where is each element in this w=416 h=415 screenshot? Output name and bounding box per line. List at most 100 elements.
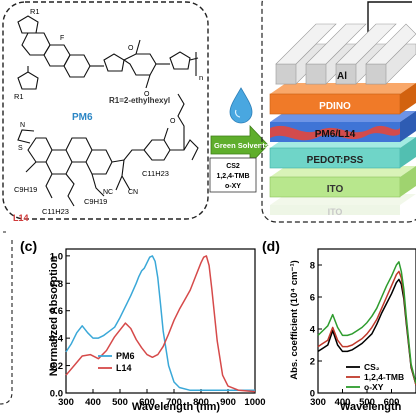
pedot-side — [400, 137, 416, 168]
droplet-icon — [229, 87, 253, 124]
chart-c-axes: 300 400 500 600 700 800 900 1000 0.0 0.2 0.4 0.6 0.8… — [50, 248, 266, 408]
chart-d-xlabel: Wavelength — [340, 401, 402, 413]
c9h19-a: C9H19 — [14, 185, 37, 194]
c11h23-b: C11H23 — [42, 207, 69, 216]
structures-dashed-border — [2, 1, 209, 220]
l14-end-group-b — [170, 139, 199, 161]
chart-c-ytick-label: 0.8 — [50, 279, 63, 290]
repeat-n: n — [199, 73, 203, 82]
chart-d-axes: 300 400 500 600 0 2 4 6 8 — [310, 248, 416, 408]
layer-ito-lower: ITO — [270, 194, 416, 217]
l14-fused-c — [85, 149, 113, 175]
chart-d-ytick-label: 8 — [310, 261, 315, 272]
ito-top — [270, 166, 416, 177]
chart-c-xtick-label: 400 — [85, 397, 101, 408]
chart-d-series — [317, 261, 416, 386]
chart-c-frame — [65, 248, 256, 394]
chart-d-ytick-label: 2 — [310, 357, 315, 368]
al-bar-3-top — [335, 23, 397, 65]
l14-structure — [17, 93, 199, 207]
chart-d-ytick-label: 6 — [310, 293, 315, 304]
pm6-name: PM6 — [72, 112, 93, 123]
chart-c-xlabel: Wavelength (nm) — [132, 401, 221, 413]
pdino-side — [400, 83, 416, 114]
atom-o-1: O — [128, 45, 134, 52]
l14-side-chain-a — [163, 93, 185, 150]
droplet-highlight — [234, 109, 241, 118]
pm6-benzodithiophene-c — [63, 54, 91, 78]
solvent-list-box — [209, 157, 257, 193]
chart-c-ytick-label: 0.4 — [50, 334, 64, 345]
chart-c-ytick-label: 0.2 — [50, 361, 63, 372]
solvent-1: CS2 — [226, 163, 240, 170]
chart-d-series-o-xy — [317, 261, 416, 384]
pm6-structure — [17, 15, 199, 90]
chart-c-xtick-label: 900 — [220, 397, 236, 408]
layer-al: Al — [275, 23, 416, 85]
chart-d-xtick-label: 500 — [359, 397, 375, 408]
atom-nc: NC — [103, 189, 113, 196]
panel-c-label: (c) — [20, 238, 37, 254]
layer-ito: ITO — [269, 166, 416, 198]
active-blend-pattern — [270, 125, 400, 141]
pedot-label: PEDOT:PSS — [307, 155, 364, 166]
chart-d-series-cs- — [317, 278, 416, 386]
pm6-repeat-bracket — [189, 52, 199, 76]
l14-side-chain-b — [45, 173, 75, 207]
solvent-2: 1,2,4-TMB — [216, 173, 249, 180]
chart-d-xtick-label: 600 — [384, 397, 400, 408]
l14-side-chain-c — [25, 161, 105, 197]
l14-dicyano — [115, 159, 131, 191]
atom-f: F — [60, 35, 64, 42]
c11h23-a: C11H23 — [142, 169, 169, 178]
pm6-bdd-core-a — [122, 53, 157, 76]
chart-c-legend-label: PM6 — [116, 351, 135, 361]
chart-d-series-1-2-4-tmb — [317, 270, 416, 386]
device-panel: ITO ITO PEDOT:PSS PM6/L14 — [261, 0, 416, 223]
chart-d-xtick-label: 300 — [310, 397, 326, 408]
chart-c-xtick-label: 1000 — [244, 397, 265, 408]
chart-d-xtick-label: 400 — [335, 397, 351, 408]
chart-c-xtick-label: 800 — [193, 397, 209, 408]
chart-d-legend-label: 1,2,4-TMB — [364, 372, 404, 382]
chart-c-xtick-label: 300 — [58, 397, 74, 408]
l14-name: L14 — [13, 213, 29, 223]
pm6-thiophene-link — [103, 53, 125, 72]
atom-o-2: O — [144, 91, 150, 98]
chart-d-legend-label: CS₂ — [364, 362, 380, 372]
al-bar-2-top — [305, 23, 367, 65]
chart-c: 300 400 500 600 700 800 900 1000 0.0 0.2 0.4 0.6 0.8… — [48, 248, 266, 413]
chart-d-ylabel: Abs. coefficient (10⁴ cm⁻¹) — [289, 260, 300, 380]
pm6-thiophene-end — [169, 51, 191, 70]
chart-c-ylabel: Normalized Absorption — [48, 255, 60, 376]
atom-s-1: S — [18, 145, 23, 152]
ito-lower-label: ITO — [328, 207, 343, 217]
chart-d-ytick-label: 4 — [310, 325, 316, 336]
layer-active: PM6/L14 — [270, 111, 416, 142]
panel-b-remnant — [0, 231, 13, 405]
c9h19-b: C9H19 — [84, 197, 107, 206]
pdino-label: PDINO — [319, 101, 351, 112]
r1-sub-a: R1 — [14, 92, 24, 101]
ito-side — [400, 166, 416, 197]
l14-fused-a — [45, 149, 73, 175]
solvent-arrow-shape — [210, 124, 269, 166]
pdino-top — [270, 83, 416, 94]
l14-vinyl — [111, 149, 144, 163]
structures-panel: R1 R1 n O O F R1=2-ethylhexyl PM6 C11H23… — [2, 1, 209, 223]
active-side — [400, 111, 416, 142]
l14-thiadiazole — [17, 129, 35, 144]
l14-fused-b — [65, 137, 93, 163]
device-dashed-border — [261, 0, 416, 223]
atom-cn: CN — [128, 189, 138, 196]
atom-n-1: N — [20, 122, 25, 129]
pm6-thiophene-top — [17, 15, 39, 34]
solvent-arrow-group: Green Solvents CS2 1,2,4-TMB o-XY — [209, 87, 269, 193]
chart-c-xtick-label: 700 — [166, 397, 182, 408]
al-bar-1-top — [275, 23, 337, 65]
al-bar-4-top — [365, 23, 416, 65]
